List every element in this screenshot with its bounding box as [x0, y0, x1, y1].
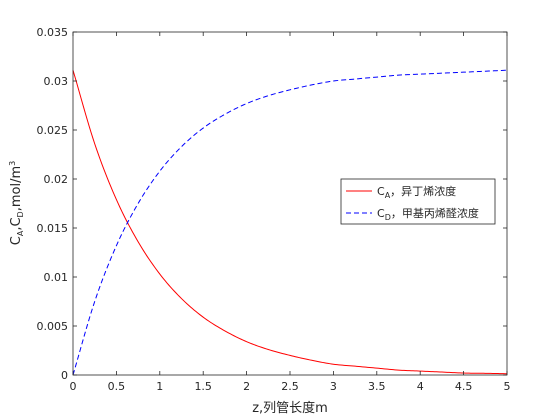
x-tick-label: 3	[330, 380, 337, 393]
legend-box	[340, 178, 496, 225]
x-tick-label: 5	[504, 380, 511, 393]
y-axis-label-subscript: A	[16, 230, 25, 236]
y-axis-label-superscript: 3	[8, 161, 17, 166]
y-tick-label: 0.035	[37, 26, 69, 39]
y-tick-label: 0.005	[37, 320, 69, 333]
legend-entry-cd: CD，甲基丙烯醛浓度	[377, 206, 479, 222]
y-tick-label: 0.03	[44, 75, 69, 88]
series-line-cd	[72, 69, 508, 376]
y-tick-label: 0.02	[44, 173, 69, 186]
y-axis-label-part: C	[9, 236, 24, 245]
x-axis-label: z,列管长度m	[252, 400, 328, 416]
x-tick-label: 1	[156, 380, 163, 393]
x-tick-label: 2.5	[281, 380, 299, 393]
series-layer	[72, 69, 508, 376]
legend-entry-cd-subscript: D	[385, 213, 391, 222]
legend-entry-ca-suffix: ，异丁烯浓度	[390, 184, 456, 198]
y-tick-label: 0.01	[44, 271, 69, 284]
x-tick-label: 2	[243, 380, 250, 393]
legend-entry-cd-suffix: ，甲基丙烯醛浓度	[391, 206, 479, 220]
legend-entry-ca: CA，异丁烯浓度	[377, 184, 456, 200]
legend-entry-cd-main: C	[377, 207, 385, 220]
y-axis: 0 0.005 0.01 0.015 0.02 0.025 0.03 0.035	[37, 26, 507, 382]
y-tick-label: 0.015	[37, 222, 69, 235]
y-axis-label-part: ,C	[9, 217, 24, 230]
x-tick-label: 4.5	[455, 380, 473, 393]
y-tick-label: 0.025	[37, 124, 69, 137]
y-tick-label: 0	[61, 369, 68, 382]
x-tick-label: 0	[70, 380, 77, 393]
x-tick-label: 3.5	[368, 380, 386, 393]
x-tick-label: 4	[417, 380, 424, 393]
legend-entry-ca-main: C	[377, 185, 385, 198]
y-axis-label: CA,CD,mol/m3	[8, 161, 25, 245]
y-axis-label-part: ,mol/m	[9, 166, 24, 211]
x-tick-label: 0.5	[108, 380, 126, 393]
series-line-ca	[72, 70, 508, 375]
x-axis: 0 0.5 1 1.5 2 2.5 3 3.5 4 4.5 5	[70, 32, 511, 393]
y-axis-label-subscript: D	[16, 211, 25, 217]
legend-entry-ca-subscript: A	[385, 191, 391, 200]
legend: CA，异丁烯浓度 CD，甲基丙烯醛浓度	[340, 178, 496, 225]
x-tick-label: 1.5	[194, 380, 212, 393]
